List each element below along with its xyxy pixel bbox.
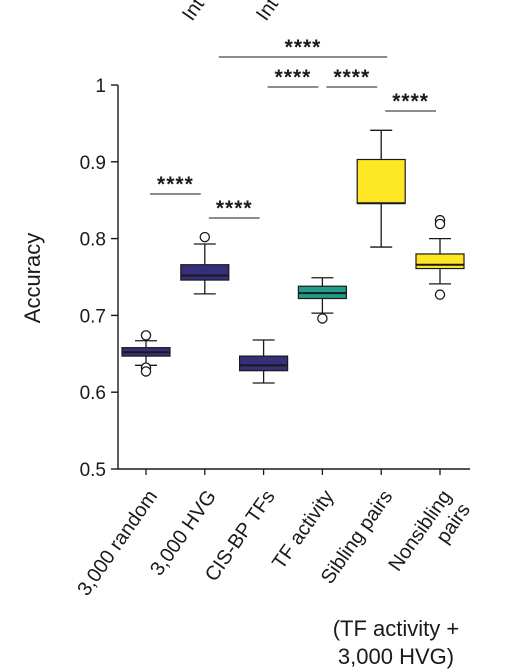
box-2 xyxy=(239,339,289,384)
cropped-label-1: Int xyxy=(178,0,209,25)
box-0-outlier-0 xyxy=(140,330,152,341)
significance-label-5: **** xyxy=(285,36,322,59)
y-tick-label-0: 0.5 xyxy=(80,460,106,481)
y-axis-label: Accuracy xyxy=(20,233,45,323)
box-4-body xyxy=(356,158,406,204)
y-axis: 0.5 0.6 0.7 0.8 0.9 1 xyxy=(80,76,470,481)
box-0-outlier-2 xyxy=(140,366,152,377)
box-2-body xyxy=(239,355,289,372)
footnote: (TF activity + 3,000 HVG) xyxy=(333,616,460,669)
y-tick-label-1: 0.6 xyxy=(80,383,106,404)
significance-label-4: **** xyxy=(392,90,429,113)
footnote-line-2: 3,000 HVG) xyxy=(338,644,454,669)
footnote-line-1: (TF activity + xyxy=(333,616,460,641)
box-5-body xyxy=(415,253,465,270)
significance-label-3: **** xyxy=(333,66,370,89)
significance-label-1: **** xyxy=(216,197,253,220)
box-series xyxy=(121,129,465,384)
box-3 xyxy=(297,277,347,324)
box-1-body xyxy=(180,264,230,281)
box-1 xyxy=(180,231,230,295)
category-label-0-line-0: 3,000 random xyxy=(73,486,162,600)
category-label-0: 3,000 random xyxy=(73,486,162,600)
y-tick-label-4: 0.9 xyxy=(80,153,106,174)
category-label-5: Nonsiblingpairs xyxy=(385,486,475,588)
box-5-outlier-1 xyxy=(434,218,446,230)
significance-brackets: **** **** **** **** **** **** xyxy=(150,36,436,220)
box-4 xyxy=(356,129,406,248)
significance-label-0: **** xyxy=(157,173,194,196)
box-5 xyxy=(415,214,465,300)
y-tick-label-3: 0.8 xyxy=(80,230,106,251)
cropped-top-labels: Int Int xyxy=(178,0,283,25)
significance-label-2: **** xyxy=(275,66,312,89)
y-tick-label-2: 0.7 xyxy=(80,306,106,327)
box-0 xyxy=(121,330,171,377)
y-tick-label-5: 1 xyxy=(95,76,106,97)
box-3-outlier-0 xyxy=(317,313,328,324)
cropped-label-2: Int xyxy=(252,0,283,25)
box-5-outlier-2 xyxy=(434,289,446,300)
box-1-outlier-0 xyxy=(199,231,211,243)
